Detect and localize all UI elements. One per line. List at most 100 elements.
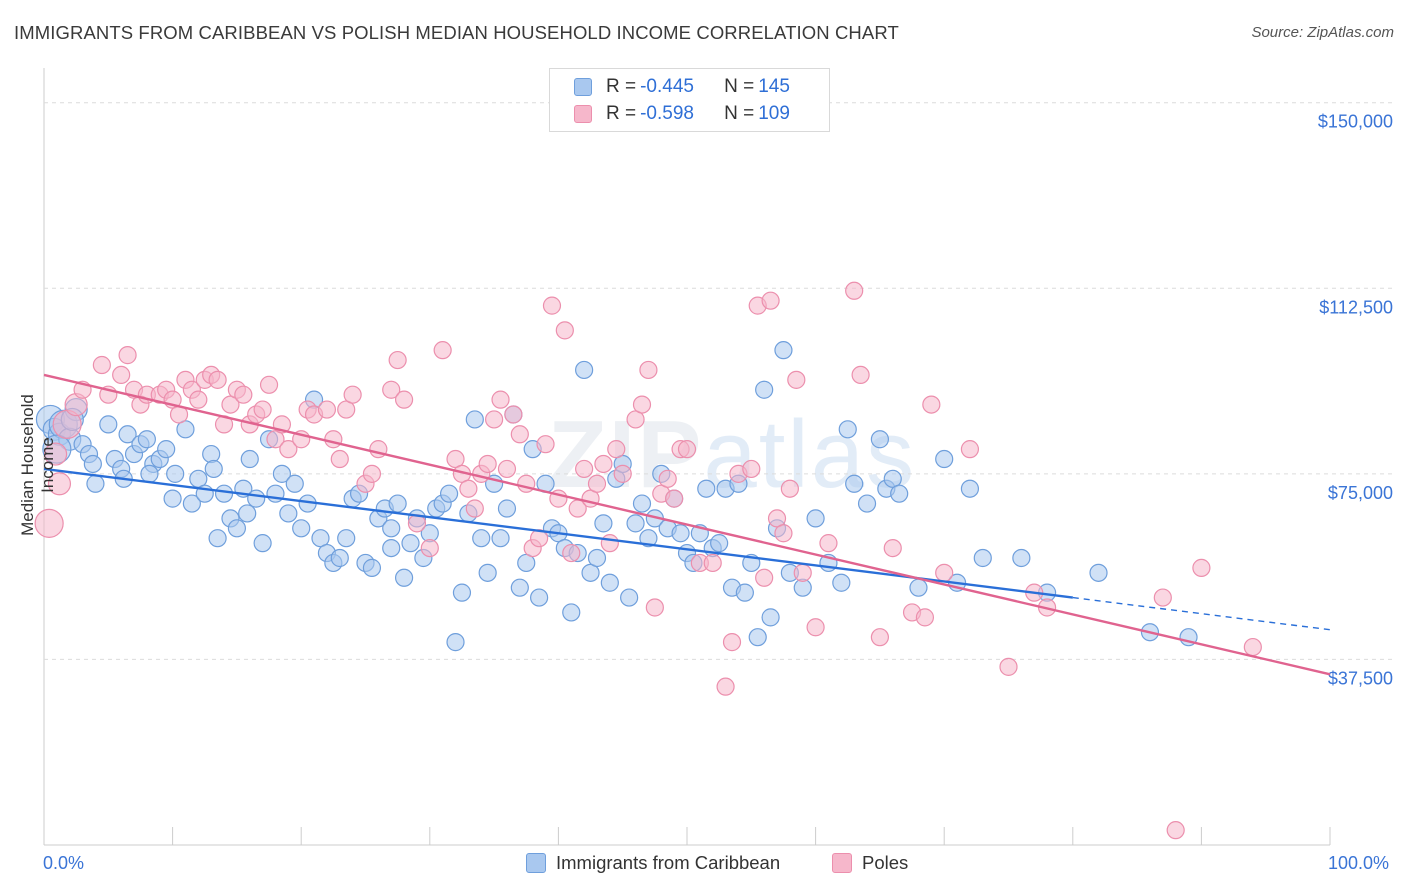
data-point-caribbean xyxy=(253,534,272,553)
data-point-poles xyxy=(845,281,864,300)
data-point-caribbean xyxy=(182,494,201,513)
data-point-caribbean xyxy=(330,548,349,568)
data-point-caribbean xyxy=(710,534,729,553)
y-tick-label: $150,000 xyxy=(1318,112,1393,132)
data-point-poles xyxy=(465,499,484,518)
bottom-legend-poles: Poles xyxy=(832,852,908,874)
data-point-poles xyxy=(362,464,382,483)
data-point-poles xyxy=(542,296,562,315)
data-point-poles xyxy=(922,395,941,414)
data-point-poles xyxy=(761,291,780,310)
data-point-caribbean xyxy=(382,538,401,558)
data-point-poles xyxy=(279,440,298,459)
legend-r-label: R = xyxy=(606,103,637,124)
data-point-caribbean xyxy=(697,479,716,498)
data-point-poles xyxy=(536,435,555,454)
y-tick-label: $37,500 xyxy=(1328,668,1393,688)
data-point-caribbean xyxy=(337,529,356,548)
legend-swatch-blue xyxy=(574,78,592,96)
data-point-caribbean xyxy=(562,603,581,622)
data-point-caribbean xyxy=(208,529,227,548)
data-point-caribbean xyxy=(279,504,298,523)
data-point-poles xyxy=(485,410,504,429)
data-point-caribbean xyxy=(86,474,105,493)
data-point-caribbean xyxy=(575,360,594,380)
data-point-caribbean xyxy=(394,568,414,587)
data-point-poles xyxy=(716,677,735,696)
data-point-caribbean xyxy=(382,519,401,538)
data-point-caribbean xyxy=(140,464,159,483)
data-point-caribbean xyxy=(845,474,864,493)
data-point-caribbean xyxy=(748,628,767,647)
data-point-caribbean xyxy=(472,529,491,548)
data-point-caribbean xyxy=(446,633,465,652)
data-point-caribbean xyxy=(909,578,928,597)
data-point-poles xyxy=(665,489,684,508)
data-point-caribbean xyxy=(497,499,517,518)
data-point-poles xyxy=(575,459,594,479)
data-point-poles xyxy=(259,375,279,394)
data-point-poles xyxy=(497,459,517,479)
chart-source: Source: ZipAtlas.com xyxy=(1251,24,1394,41)
x-tick-label-left: 0.0% xyxy=(43,853,85,873)
data-point-caribbean xyxy=(465,410,484,429)
bottom-legend-caribbean: Immigrants from Caribbean xyxy=(526,852,780,874)
data-point-poles xyxy=(806,618,825,637)
data-point-poles xyxy=(510,425,529,444)
data-point-poles xyxy=(420,538,439,558)
data-point-poles xyxy=(870,628,890,647)
x-tick-label-right: 100.0% xyxy=(1328,853,1390,873)
stats-legend-row-poles: R = -0.598 N = 109 xyxy=(574,103,790,125)
data-point-caribbean xyxy=(973,548,992,568)
bottom-legend-label: Poles xyxy=(862,852,909,873)
legend-r-label: R = xyxy=(606,76,637,97)
stats-legend: R = -0.445 N = 145 R = -0.598 N = 109 xyxy=(549,68,830,132)
data-point-caribbean xyxy=(491,529,510,548)
data-point-caribbean xyxy=(285,474,304,493)
data-point-poles xyxy=(433,341,452,360)
data-point-poles xyxy=(819,534,838,553)
data-point-poles xyxy=(851,365,870,385)
data-point-poles xyxy=(118,346,137,365)
data-point-caribbean xyxy=(240,449,259,469)
data-point-poles xyxy=(999,657,1018,676)
data-point-poles xyxy=(1166,821,1185,840)
data-point-caribbean xyxy=(870,430,890,449)
data-point-caribbean xyxy=(1012,548,1031,568)
data-point-poles xyxy=(394,390,414,409)
data-point-poles xyxy=(317,400,337,419)
data-point-poles xyxy=(478,454,497,474)
legend-r-value: -0.445 xyxy=(640,76,694,97)
data-point-poles xyxy=(639,360,658,380)
y-tick-label: $75,000 xyxy=(1328,483,1393,503)
data-point-caribbean xyxy=(238,504,257,523)
data-point-poles xyxy=(613,464,632,483)
bottom-legend-swatch-blue xyxy=(526,853,546,873)
data-point-caribbean xyxy=(439,484,459,503)
data-point-poles xyxy=(594,454,613,474)
data-point-poles xyxy=(324,430,343,449)
data-point-caribbean xyxy=(632,494,652,513)
data-point-caribbean xyxy=(83,454,102,474)
data-point-poles xyxy=(915,608,935,627)
data-point-poles xyxy=(491,390,510,409)
data-point-poles xyxy=(388,350,407,370)
legend-n-value: 145 xyxy=(758,76,790,97)
data-point-poles xyxy=(793,563,812,582)
data-point-poles xyxy=(189,390,208,409)
data-point-poles xyxy=(92,355,111,375)
legend-n-value: 109 xyxy=(758,103,790,124)
data-point-poles xyxy=(459,479,478,498)
data-point-caribbean xyxy=(755,380,774,399)
data-point-caribbean xyxy=(452,583,472,602)
data-point-caribbean xyxy=(639,529,658,548)
data-point-caribbean xyxy=(857,494,877,513)
data-point-poles xyxy=(755,568,774,587)
data-point-caribbean xyxy=(1089,563,1108,582)
data-point-caribbean xyxy=(99,415,118,434)
data-point-caribbean xyxy=(163,489,182,508)
data-point-caribbean xyxy=(478,563,497,582)
data-point-poles xyxy=(34,508,64,538)
data-point-poles xyxy=(555,321,574,340)
data-point-caribbean xyxy=(838,420,857,439)
